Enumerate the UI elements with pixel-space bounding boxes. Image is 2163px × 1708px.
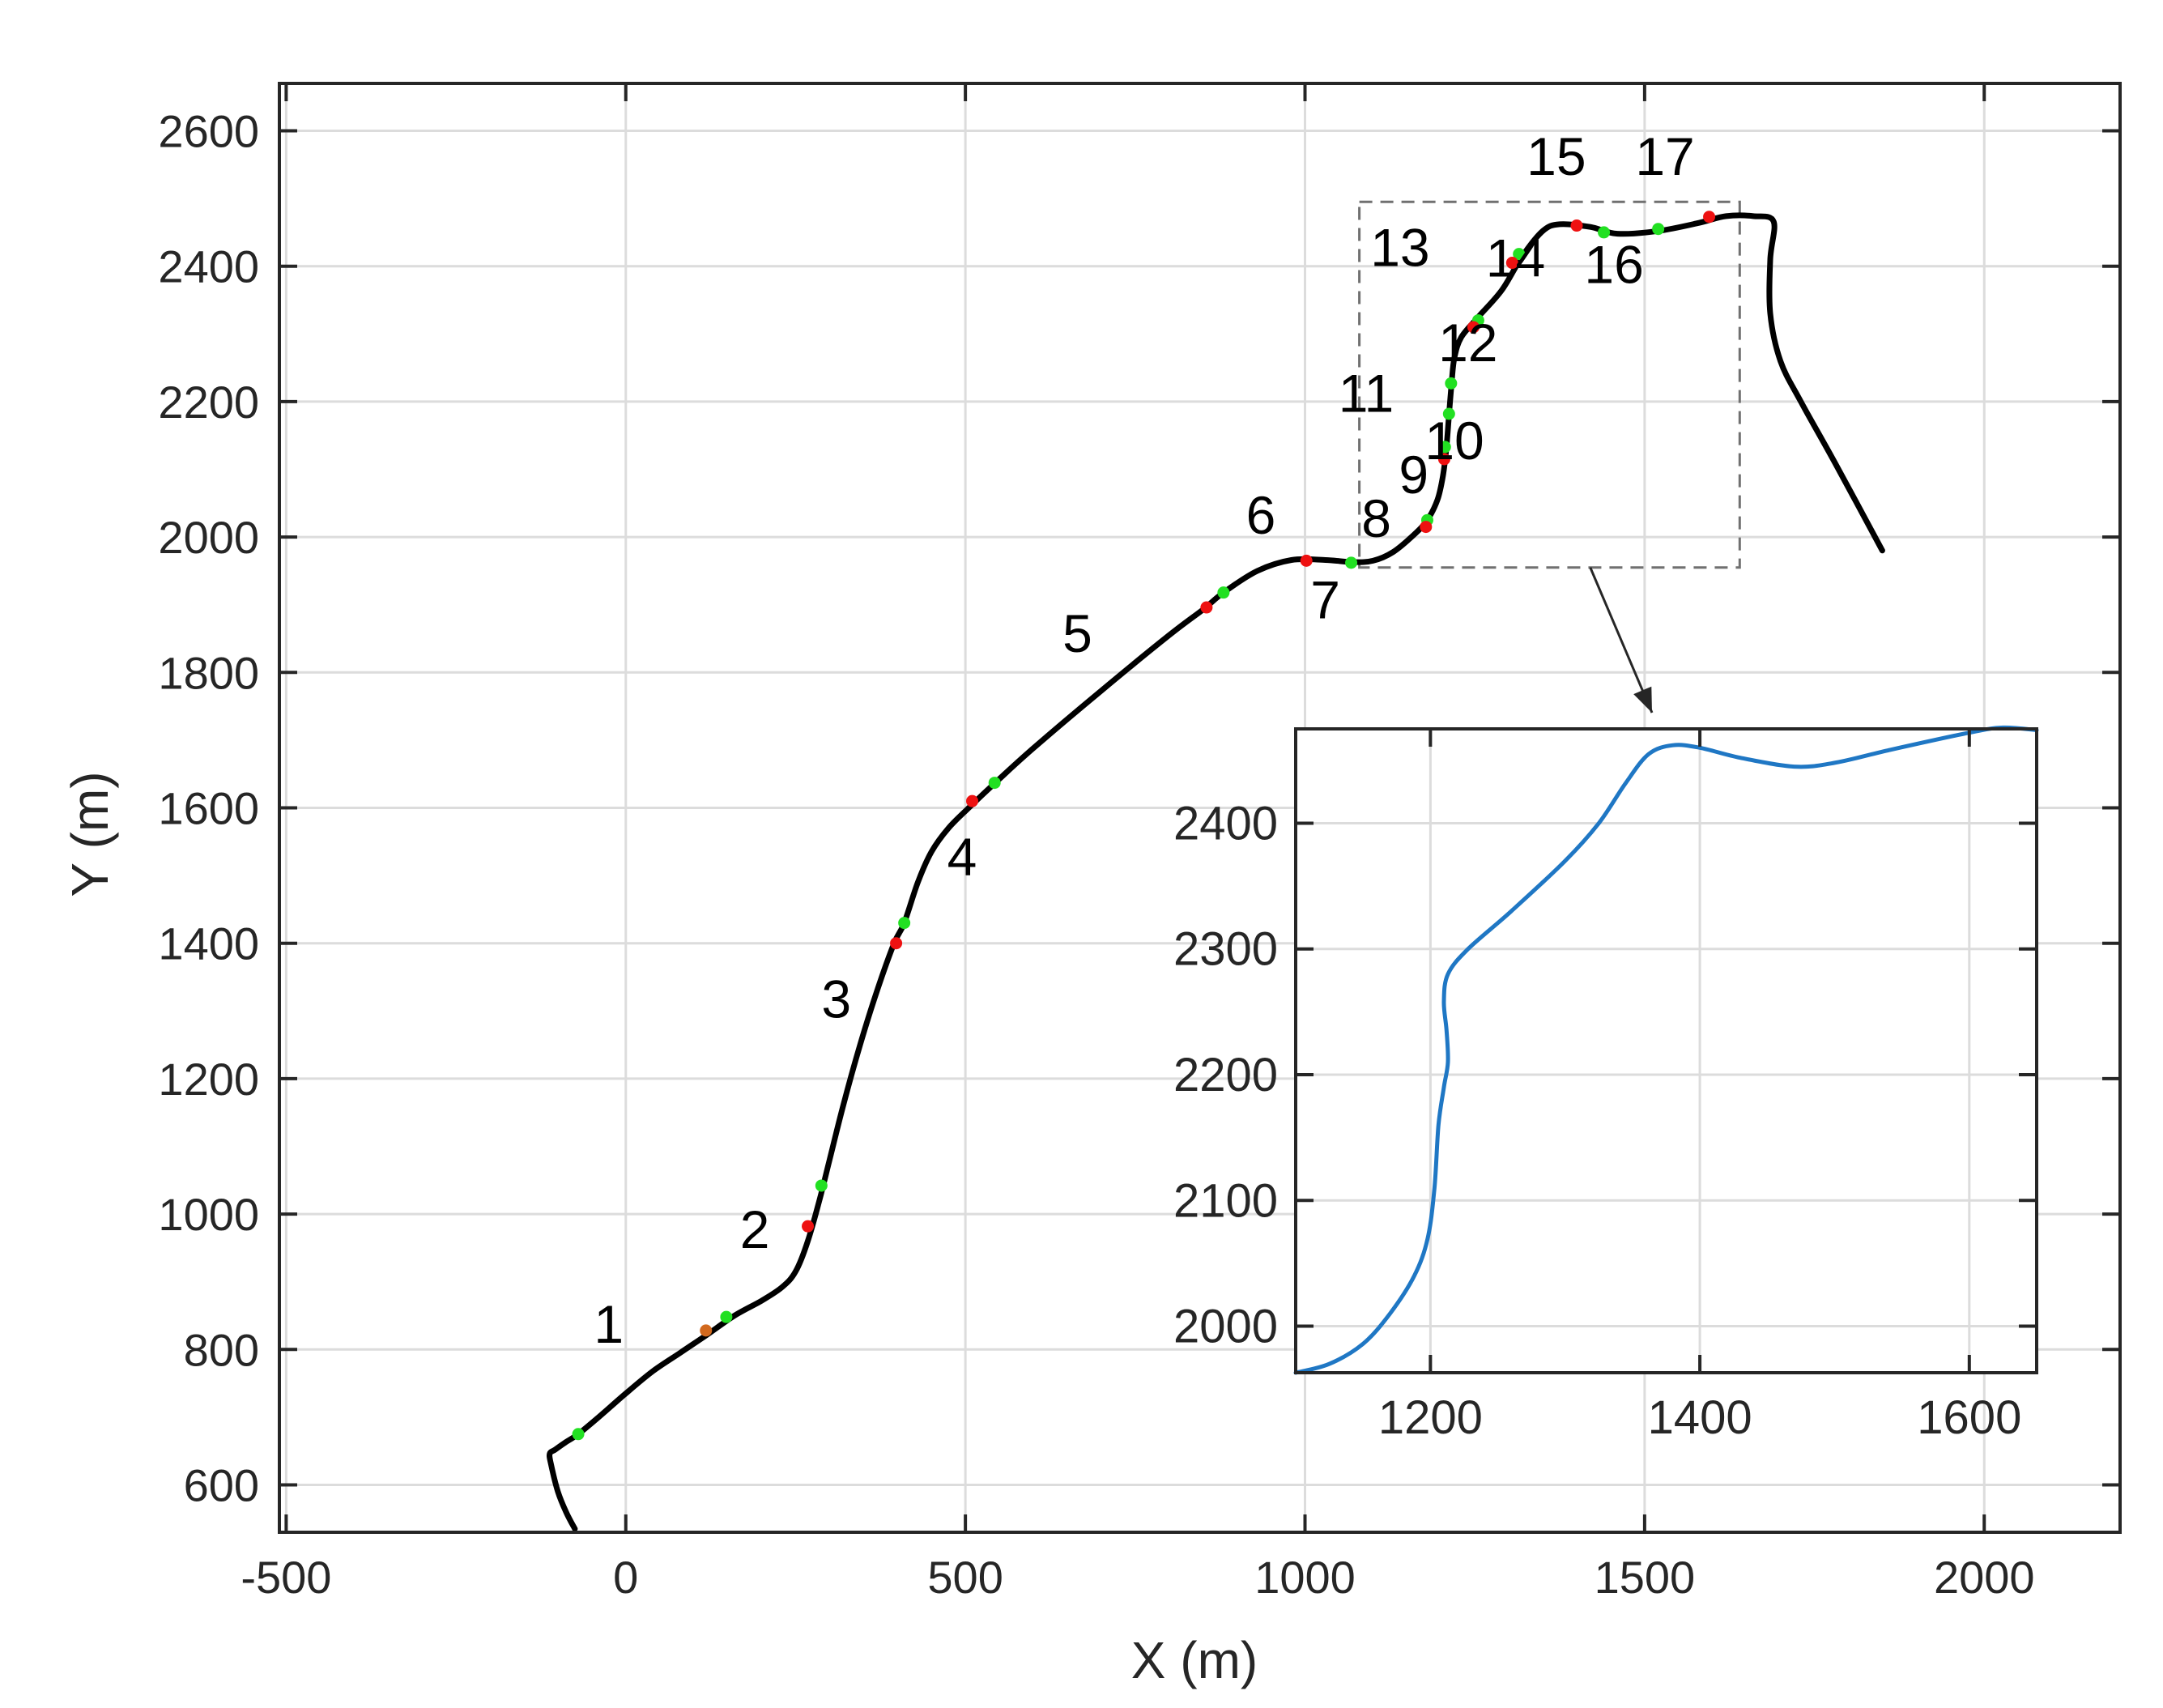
inset-y-tick-label: 2400 [1173,797,1278,850]
main-y-tick-label: 1000 [158,1189,259,1240]
inset-y-tick-label: 2000 [1173,1301,1278,1353]
green-waypoint-marker [1442,407,1455,420]
segment-label: 4 [947,827,977,887]
green-waypoint-marker [720,1310,733,1323]
main-x-tick-label: 2000 [1934,1552,2035,1603]
x-axis-label: X (m) [1131,1631,1258,1689]
segment-label: 15 [1526,126,1586,186]
inset-y-tick-label: 2300 [1173,923,1278,976]
main-y-tick-label: 1200 [158,1054,259,1105]
trajectory-line [546,212,1885,1532]
red-waypoint-marker [890,937,903,950]
zoom-box [1358,200,1741,569]
red-waypoint-marker [1437,453,1450,466]
main-x-tick-label: 1500 [1595,1552,1696,1603]
main-y-tick-label: 1400 [158,918,259,969]
red-waypoint-marker [1300,554,1313,567]
main-axes-frame [278,82,2122,1534]
segment-label: 17 [1635,126,1694,186]
green-waypoint-marker [1598,226,1611,239]
segment-label: 16 [1584,235,1643,295]
main-y-tick-label: 2600 [158,106,259,157]
green-waypoint-marker [815,1179,828,1192]
segment-label: 6 [1246,485,1276,545]
inset-trajectory-line [1293,725,2039,1375]
segment-label: 7 [1310,569,1340,629]
inset-x-tick-label: 1400 [1648,1391,1752,1444]
segment-label: 1 [594,1294,624,1354]
red-waypoint-marker [1505,257,1518,270]
red-waypoint-marker [1420,521,1433,534]
red-waypoint-marker [1467,321,1480,334]
main-y-tick-label: 800 [184,1324,259,1375]
inset-axes-frame [1294,727,2038,1374]
orange-waypoint-marker [700,1324,713,1337]
segment-label: 2 [740,1199,770,1259]
main-y-tick-label: 2200 [158,377,259,428]
red-waypoint-marker [1703,211,1716,224]
green-waypoint-marker [988,777,1001,790]
main-y-tick-label: 1800 [158,647,259,698]
inset-tick-labels: 1200 1400 1600 2000 2100 2200 2300 2400 [1173,797,2021,1444]
main-x-tick-label: 500 [927,1552,1003,1603]
segment-label: 14 [1486,228,1545,288]
segment-label: 13 [1370,218,1429,278]
waypoint-markers [572,211,1716,1441]
y-axis-label: Y (m) [61,771,119,897]
main-y-tick-label: 600 [184,1459,259,1510]
segment-label: 8 [1361,488,1391,548]
segment-label: 9 [1399,445,1429,505]
red-waypoint-marker [966,794,979,807]
green-waypoint-marker [1445,377,1458,390]
segment-label: 12 [1438,313,1497,373]
trajectory-path [546,212,1885,1532]
inset-y-tick-label: 2100 [1173,1174,1278,1227]
red-waypoint-marker [802,1220,815,1233]
inset-bg-rect [1296,729,2037,1373]
inset-trajectory-path [1293,725,2039,1375]
inset-gridlines [1296,729,2037,1373]
segment-label: 3 [821,969,851,1029]
zoom-indicator [1358,200,1741,713]
green-waypoint-marker [1345,556,1358,569]
inset-x-tick-label: 1200 [1378,1391,1483,1444]
zoom-arrow-head [1633,686,1652,713]
red-waypoint-marker [1200,601,1213,614]
main-y-tick-label: 1600 [158,783,259,834]
green-waypoint-marker [1513,248,1526,261]
green-waypoint-marker [898,917,911,930]
main-tick-labels: -500 0 500 1000 1500 200060080010001200140016… [158,106,2034,1603]
segment-label: 5 [1062,603,1092,663]
main-x-tick-label: 0 [613,1552,638,1603]
main-y-tick-label: 2400 [158,241,259,292]
green-waypoint-marker [1217,586,1230,599]
main-x-tick-label: 1000 [1254,1552,1356,1603]
main-y-tick-label: 2000 [158,512,259,563]
segment-label: 11 [1339,363,1394,423]
inset-background [1296,729,2037,1373]
green-waypoint-marker [1652,223,1665,236]
main-x-tick-label: -500 [241,1552,331,1603]
segment-label: 10 [1424,411,1484,471]
green-waypoint-marker [1438,441,1451,454]
red-waypoint-marker [1570,219,1583,232]
zoom-arrow-line [1589,567,1654,713]
green-waypoint-marker [572,1428,585,1441]
inset-x-tick-label: 1600 [1917,1391,2021,1444]
inset-y-tick-label: 2200 [1173,1049,1278,1101]
inset-frame [1294,727,2038,1374]
